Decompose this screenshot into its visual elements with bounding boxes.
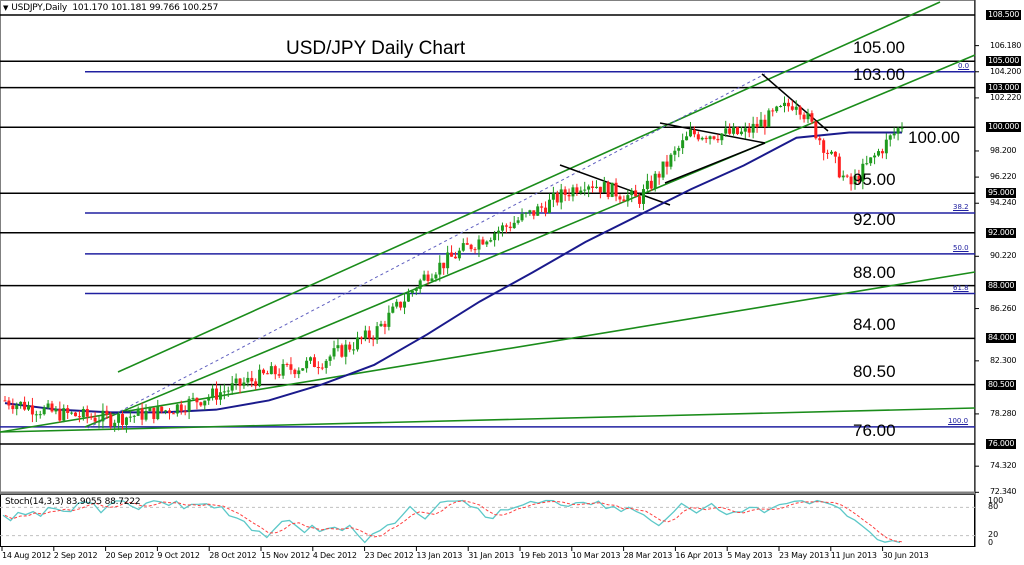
level-label: 95.00 xyxy=(853,170,896,190)
date-label: 30 Jun 2013 xyxy=(882,551,929,560)
price-axis-tick: 94.240 xyxy=(990,198,1017,208)
price-axis-tick: 78.280 xyxy=(990,408,1017,418)
price-axis-marker: 92.000 xyxy=(986,227,1017,238)
fib-level-label: 0.0 xyxy=(958,61,970,70)
ohlc-values: 101.170 101.181 99.766 100.257 xyxy=(72,3,219,13)
fib-level-label: 50.0 xyxy=(953,243,969,252)
date-label: 23 May 2013 xyxy=(779,551,829,560)
date-label: 28 Mar 2013 xyxy=(623,551,673,560)
fib-level-label: 38.2 xyxy=(953,203,969,211)
date-label: 2 Sep 2012 xyxy=(53,551,98,560)
price-axis-marker: 95.000 xyxy=(986,188,1017,199)
price-axis-tick: 96.220 xyxy=(990,172,1017,182)
stochastic-level: 0 xyxy=(988,538,994,547)
date-label: 28 Oct 2012 xyxy=(209,551,257,560)
price-axis-marker: 103.000 xyxy=(986,82,1021,93)
price-axis-marker: 100.000 xyxy=(986,122,1021,133)
level-label: 92.00 xyxy=(853,209,896,229)
trend-lines xyxy=(0,1,976,433)
date-label: 14 Aug 2012 xyxy=(2,551,52,560)
horizontal-support-resistance-lines xyxy=(0,14,975,445)
price-axis-tick: 102.220 xyxy=(990,92,1021,102)
triangle-down-icon[interactable]: ▼ xyxy=(3,4,9,12)
level-label: 105.00 xyxy=(853,38,905,58)
stochastic-label: Stoch(14,3,3) 83.9055 88.7222 xyxy=(5,497,141,507)
x-axis-ticks xyxy=(1,45,979,551)
price-axis-tick: 106.180 xyxy=(990,40,1021,50)
date-label: 11 Jun 2013 xyxy=(830,551,877,560)
level-label: 76.00 xyxy=(853,421,896,440)
date-label: 10 Mar 2013 xyxy=(571,551,621,560)
date-label: 16 Apr 2013 xyxy=(675,551,723,560)
level-label: 84.00 xyxy=(853,315,896,335)
price-axis-tick: 72.340 xyxy=(990,487,1017,497)
price-axis-marker: 105.000 xyxy=(986,56,1021,67)
stochastic-level: 20 xyxy=(988,529,999,539)
symbol-header[interactable]: ▼ USDJPY,Daily 101.170 101.181 99.766 100… xyxy=(3,3,218,13)
price-axis-tick: 74.320 xyxy=(990,461,1017,471)
date-label: 5 May 2013 xyxy=(727,551,773,560)
level-label: 100.00 xyxy=(908,128,960,148)
fib-level-label: 100.0 xyxy=(948,416,969,425)
fib-level-label: 61.8 xyxy=(953,283,969,292)
date-label: 19 Feb 2013 xyxy=(520,551,568,560)
price-axis-tick: 90.220 xyxy=(990,251,1017,261)
level-label: 88.00 xyxy=(853,262,896,282)
level-label: 80.50 xyxy=(853,361,896,381)
stochastic-level: 100 xyxy=(988,496,1004,505)
date-label: 31 Jan 2013 xyxy=(468,551,514,560)
price-axis-marker: 88.000 xyxy=(986,280,1017,291)
date-label: 9 Oct 2012 xyxy=(157,551,200,560)
price-axis-marker: 80.500 xyxy=(986,379,1017,390)
date-label: 13 Jan 2013 xyxy=(416,551,463,560)
fibonacci-retracement-lines xyxy=(0,71,975,428)
level-label: 103.00 xyxy=(853,64,905,84)
price-axis-tick: 98.200 xyxy=(990,145,1017,155)
stochastic-oscillator xyxy=(0,499,975,544)
price-axis-tick: 82.300 xyxy=(990,355,1017,365)
candlesticks xyxy=(3,96,904,433)
date-label: 23 Dec 2012 xyxy=(364,551,414,560)
stochastic-level: 80 xyxy=(988,502,999,512)
price-axis-marker: 84.000 xyxy=(986,333,1017,344)
price-axis-marker: 108.500 xyxy=(986,10,1021,20)
symbol-label: USDJPY,Daily xyxy=(11,3,68,13)
date-label: 20 Sep 2012 xyxy=(105,551,155,560)
price-axis-tick: 86.260 xyxy=(990,303,1017,313)
date-label: 4 Dec 2012 xyxy=(312,551,357,560)
price-axis-tick: 104.200 xyxy=(990,66,1021,76)
chart-title: USD/JPY Daily Chart xyxy=(286,38,466,59)
price-axis-marker: 76.000 xyxy=(986,439,1017,449)
date-label: 15 Nov 2012 xyxy=(261,551,311,560)
